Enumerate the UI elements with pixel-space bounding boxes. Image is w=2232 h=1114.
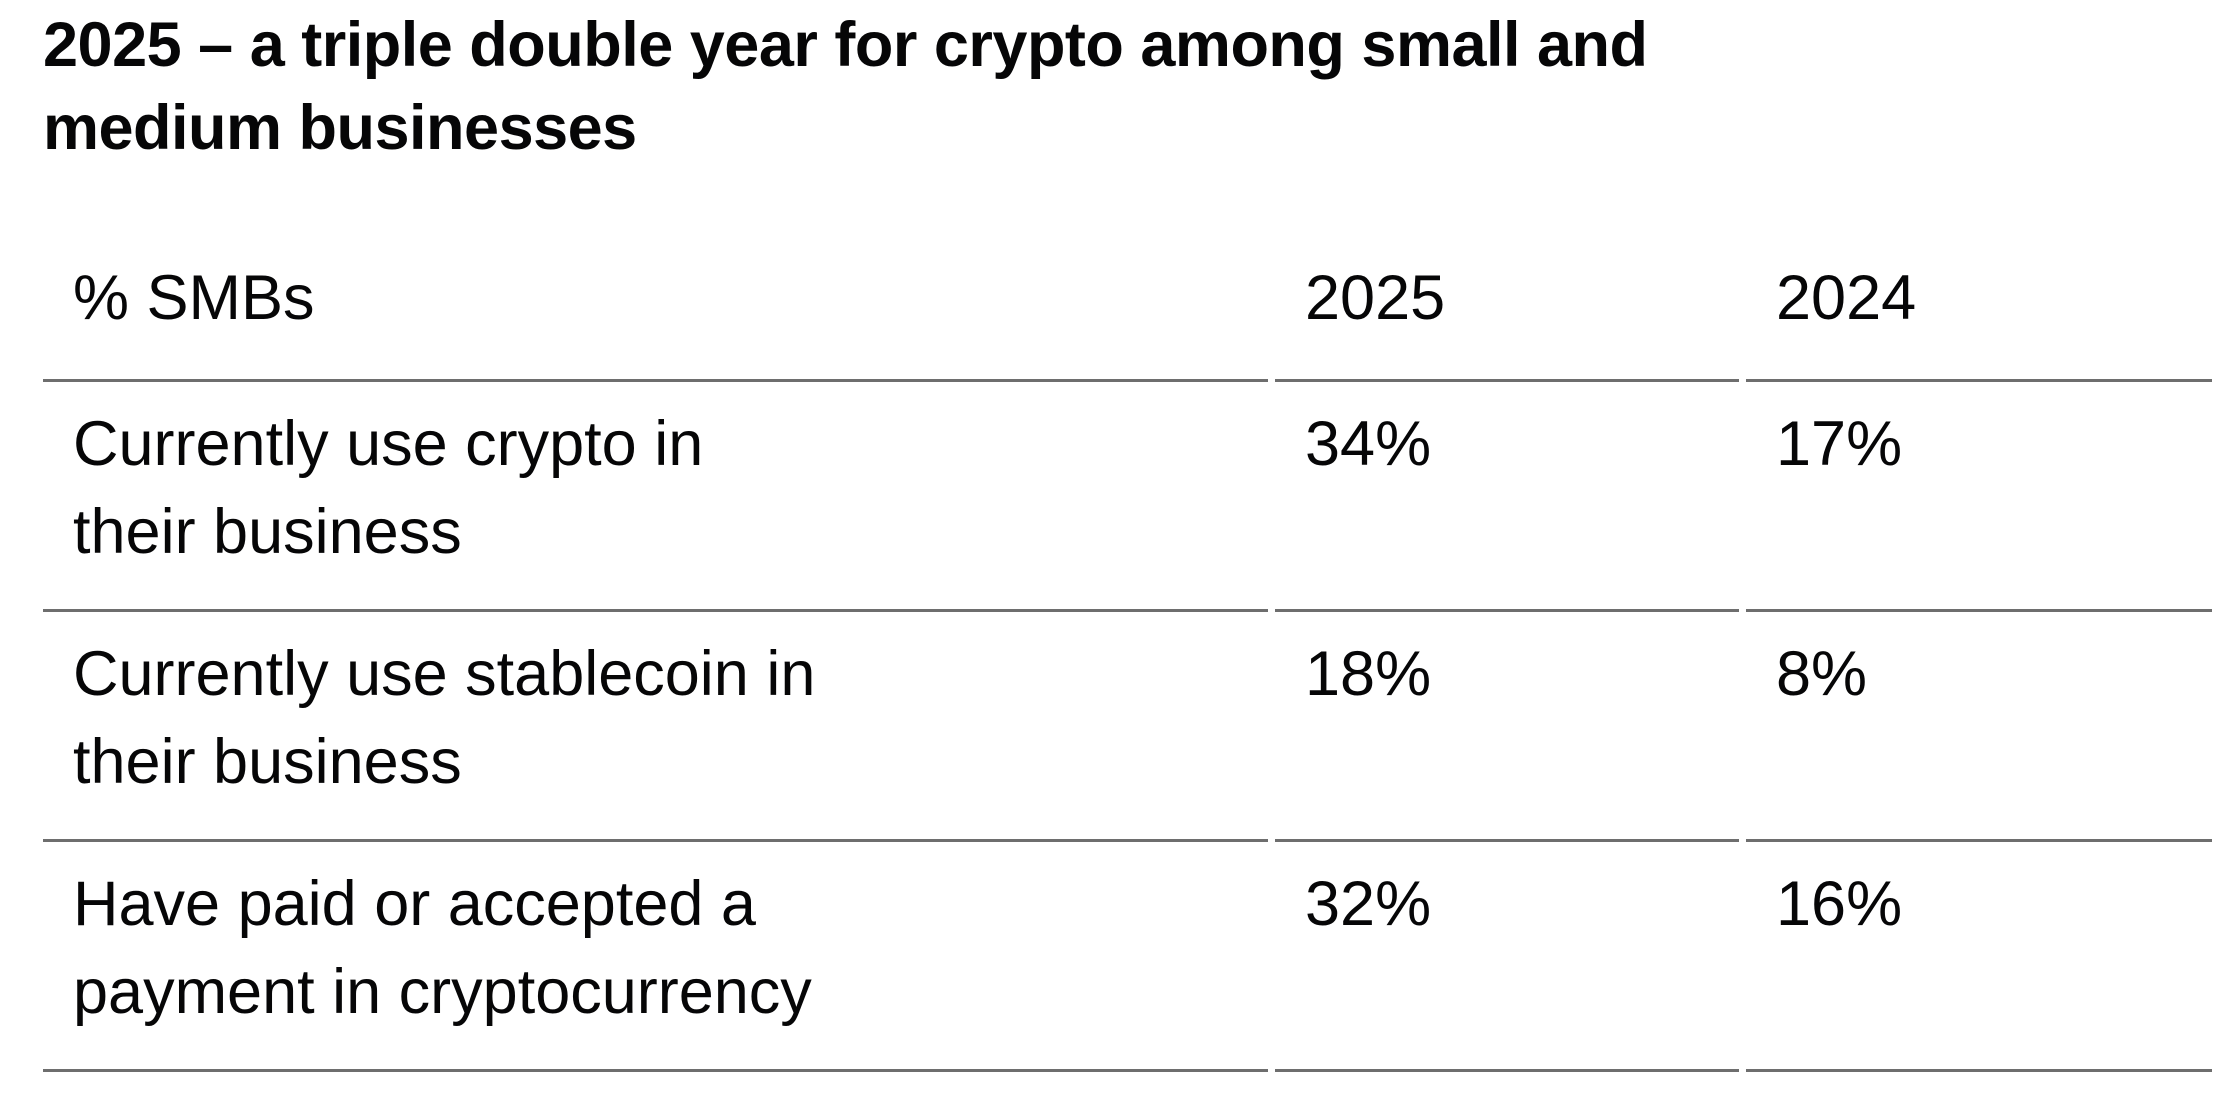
value-2024: 16% — [1746, 842, 2212, 1072]
table-header-row: % SMBs 2025 2024 — [43, 254, 2212, 382]
value-2025: 34% — [1275, 382, 1739, 612]
column-header-2024: 2024 — [1746, 254, 2212, 382]
value-2024: 17% — [1746, 382, 2212, 612]
table-row: Currently use crypto in their business 3… — [43, 382, 2212, 612]
row-label: Currently use crypto in their business — [43, 382, 1268, 612]
value-2025: 18% — [1275, 612, 1739, 842]
row-label: Currently use stablecoin in their busine… — [43, 612, 1268, 842]
table-row: Currently use stablecoin in their busine… — [43, 612, 2212, 842]
column-header-2025: 2025 — [1275, 254, 1739, 382]
smb-crypto-usage-table: % SMBs 2025 2024 Currently use crypto in… — [36, 254, 2219, 1072]
page-title: 2025 – a triple double year for crypto a… — [43, 10, 1648, 163]
table-row: Have paid or accepted a payment in crypt… — [43, 842, 2212, 1072]
value-2025: 32% — [1275, 842, 1739, 1072]
value-2024: 8% — [1746, 612, 2212, 842]
row-label: Have paid or accepted a payment in crypt… — [43, 842, 1268, 1072]
column-header-metric: % SMBs — [43, 254, 1268, 382]
